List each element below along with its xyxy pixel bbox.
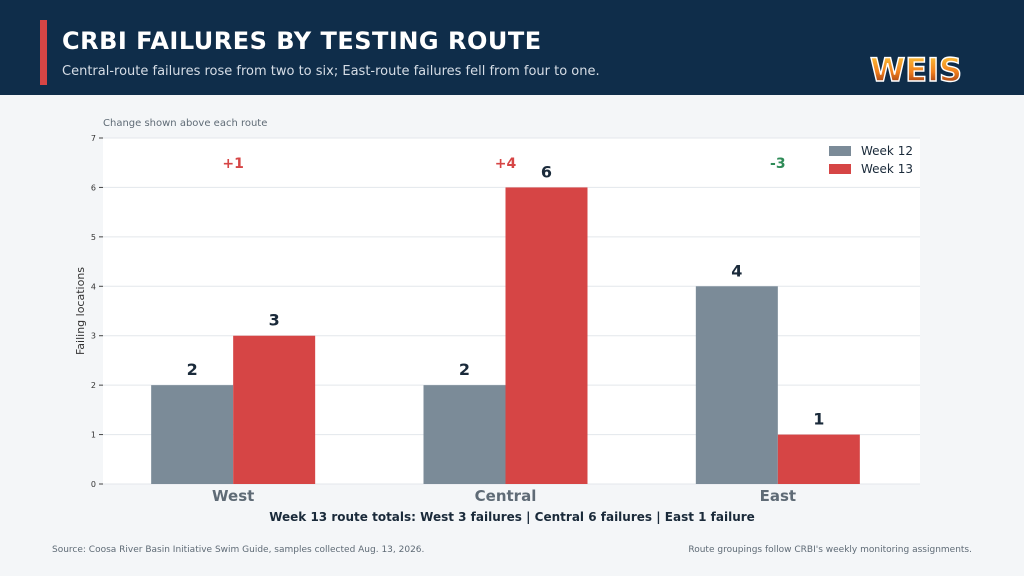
y-tick-label: 5 [91, 233, 96, 242]
y-tick-label: 4 [91, 282, 96, 291]
y-tick-label: 1 [91, 431, 96, 440]
bar [695, 286, 778, 484]
chart-note: Change shown above each route [103, 118, 268, 129]
logo-text: WEIS [870, 51, 962, 88]
change-label: -3 [770, 156, 786, 172]
bar-value-label: 3 [269, 311, 280, 330]
y-tick-label: 0 [91, 480, 96, 489]
legend-swatch [829, 164, 851, 174]
change-label: +1 [222, 156, 243, 172]
bar [777, 434, 860, 484]
y-tick-label: 7 [91, 134, 96, 143]
x-tick-label: East [760, 487, 796, 505]
bar-chart: 0 1 2 3 4 5 6 7 Failing locations 2 3 +1 West 2 6 +4 Cen… [74, 134, 920, 505]
chart-title: CRBI FAILURES BY TESTING ROUTE [62, 27, 542, 55]
bar [151, 385, 234, 484]
bar-value-label: 2 [187, 360, 198, 379]
x-tick-label: West [212, 487, 254, 505]
y-axis-label: Failing locations [74, 267, 87, 355]
chart-subtitle: Central-route failures rose from two to … [62, 64, 600, 79]
bar-value-label: 6 [541, 162, 552, 181]
x-tick-label: Central [475, 487, 537, 505]
legend-label: Week 12 [861, 144, 913, 158]
route-totals: Week 13 route totals: West 3 failures | … [269, 510, 755, 524]
legend-swatch [829, 146, 851, 156]
y-tick-label: 6 [91, 183, 96, 192]
footer-note: Route groupings follow CRBI's weekly mon… [688, 545, 972, 555]
bar-value-label: 4 [731, 261, 742, 280]
bar [233, 335, 316, 484]
accent-bar [40, 20, 47, 85]
change-label: +4 [495, 156, 517, 172]
header-banner: CRBI FAILURES BY TESTING ROUTE Central-r… [0, 0, 1024, 95]
bar [423, 385, 506, 484]
bar [505, 187, 588, 484]
y-tick-label: 2 [91, 381, 96, 390]
legend-label: Week 13 [861, 162, 913, 176]
y-tick-label: 3 [91, 332, 96, 341]
source-note: Source: Coosa River Basin Initiative Swi… [52, 545, 425, 555]
bar-value-label: 1 [813, 410, 824, 429]
weis-logo: WEIS [869, 50, 963, 88]
bar-value-label: 2 [459, 360, 470, 379]
